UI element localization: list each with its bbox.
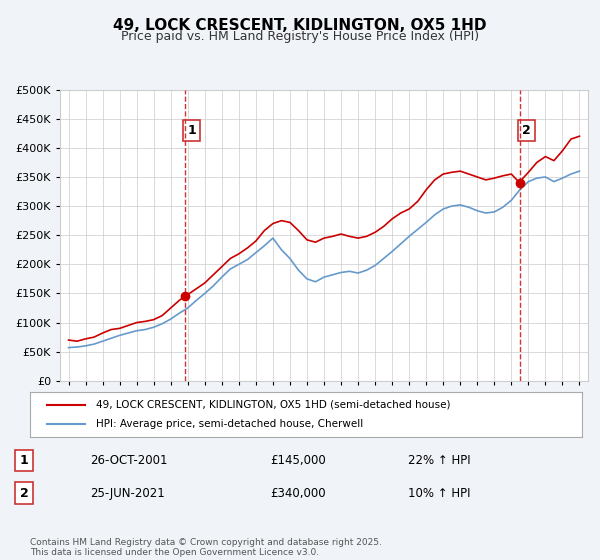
Text: 1: 1 bbox=[20, 454, 28, 467]
Text: £145,000: £145,000 bbox=[270, 454, 326, 467]
Text: 26-OCT-2001: 26-OCT-2001 bbox=[90, 454, 167, 467]
Text: 10% ↑ HPI: 10% ↑ HPI bbox=[408, 487, 470, 500]
Text: 2: 2 bbox=[20, 487, 28, 500]
Text: 22% ↑ HPI: 22% ↑ HPI bbox=[408, 454, 470, 467]
Text: 49, LOCK CRESCENT, KIDLINGTON, OX5 1HD: 49, LOCK CRESCENT, KIDLINGTON, OX5 1HD bbox=[113, 18, 487, 32]
Text: 49, LOCK CRESCENT, KIDLINGTON, OX5 1HD (semi-detached house): 49, LOCK CRESCENT, KIDLINGTON, OX5 1HD (… bbox=[96, 399, 451, 409]
Text: 2: 2 bbox=[522, 124, 531, 137]
Text: 1: 1 bbox=[187, 124, 196, 137]
Text: 25-JUN-2021: 25-JUN-2021 bbox=[90, 487, 165, 500]
Text: HPI: Average price, semi-detached house, Cherwell: HPI: Average price, semi-detached house,… bbox=[96, 419, 364, 430]
Text: £340,000: £340,000 bbox=[270, 487, 326, 500]
Text: Contains HM Land Registry data © Crown copyright and database right 2025.
This d: Contains HM Land Registry data © Crown c… bbox=[30, 538, 382, 557]
Text: Price paid vs. HM Land Registry's House Price Index (HPI): Price paid vs. HM Land Registry's House … bbox=[121, 30, 479, 43]
